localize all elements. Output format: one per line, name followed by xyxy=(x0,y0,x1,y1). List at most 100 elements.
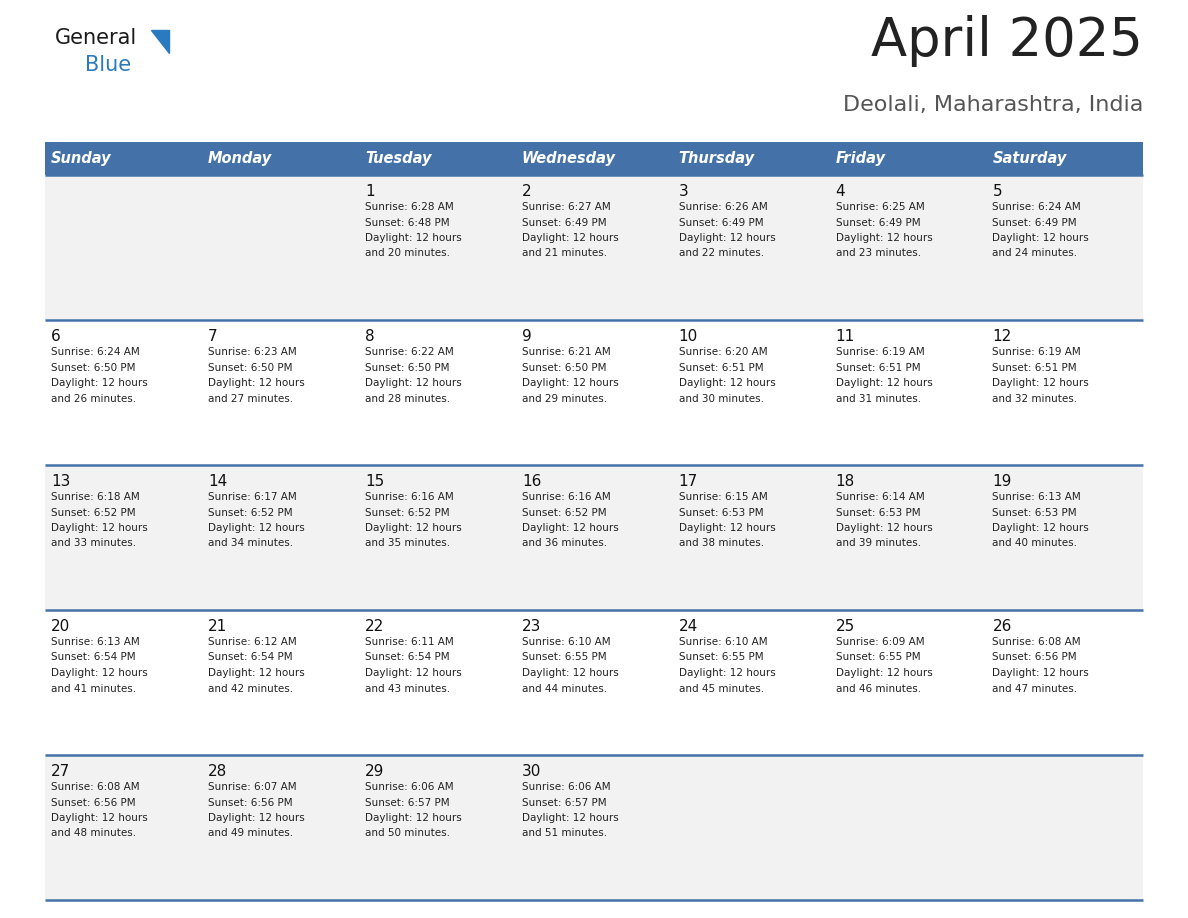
Text: and 35 minutes.: and 35 minutes. xyxy=(365,539,450,548)
Text: Sunset: 6:54 PM: Sunset: 6:54 PM xyxy=(208,653,292,663)
Text: Deolali, Maharashtra, India: Deolali, Maharashtra, India xyxy=(842,95,1143,115)
Text: Sunrise: 6:25 AM: Sunrise: 6:25 AM xyxy=(835,202,924,212)
Text: Sunrise: 6:08 AM: Sunrise: 6:08 AM xyxy=(992,637,1081,647)
Text: 9: 9 xyxy=(522,329,531,344)
Text: Daylight: 12 hours: Daylight: 12 hours xyxy=(208,378,305,388)
Text: 5: 5 xyxy=(992,184,1001,199)
Bar xyxy=(45,142,1143,175)
Text: 6: 6 xyxy=(51,329,61,344)
Bar xyxy=(45,175,1143,320)
Text: and 21 minutes.: and 21 minutes. xyxy=(522,249,607,259)
Text: Sunrise: 6:11 AM: Sunrise: 6:11 AM xyxy=(365,637,454,647)
Text: and 41 minutes.: and 41 minutes. xyxy=(51,684,137,693)
Text: Sunrise: 6:14 AM: Sunrise: 6:14 AM xyxy=(835,492,924,502)
Text: and 34 minutes.: and 34 minutes. xyxy=(208,539,293,548)
Text: Sunset: 6:50 PM: Sunset: 6:50 PM xyxy=(51,363,135,373)
Text: Daylight: 12 hours: Daylight: 12 hours xyxy=(835,233,933,243)
Text: Sunrise: 6:16 AM: Sunrise: 6:16 AM xyxy=(522,492,611,502)
Text: Sunrise: 6:07 AM: Sunrise: 6:07 AM xyxy=(208,782,297,792)
Text: Sunset: 6:49 PM: Sunset: 6:49 PM xyxy=(678,218,764,228)
Text: Sunset: 6:56 PM: Sunset: 6:56 PM xyxy=(208,798,292,808)
Text: and 50 minutes.: and 50 minutes. xyxy=(365,829,450,838)
Text: Sunday: Sunday xyxy=(51,151,112,166)
Text: 8: 8 xyxy=(365,329,374,344)
Text: Sunrise: 6:28 AM: Sunrise: 6:28 AM xyxy=(365,202,454,212)
Text: Sunrise: 6:09 AM: Sunrise: 6:09 AM xyxy=(835,637,924,647)
Text: Sunrise: 6:15 AM: Sunrise: 6:15 AM xyxy=(678,492,767,502)
Text: Daylight: 12 hours: Daylight: 12 hours xyxy=(678,523,776,533)
Text: Sunset: 6:57 PM: Sunset: 6:57 PM xyxy=(365,798,449,808)
Text: Sunset: 6:49 PM: Sunset: 6:49 PM xyxy=(522,218,606,228)
Text: Sunset: 6:50 PM: Sunset: 6:50 PM xyxy=(208,363,292,373)
Text: and 36 minutes.: and 36 minutes. xyxy=(522,539,607,548)
Text: Sunset: 6:55 PM: Sunset: 6:55 PM xyxy=(835,653,921,663)
Text: Daylight: 12 hours: Daylight: 12 hours xyxy=(678,668,776,678)
Text: Sunrise: 6:19 AM: Sunrise: 6:19 AM xyxy=(835,347,924,357)
Text: 16: 16 xyxy=(522,474,542,489)
Text: 1: 1 xyxy=(365,184,374,199)
Text: Sunrise: 6:24 AM: Sunrise: 6:24 AM xyxy=(51,347,140,357)
Text: Sunset: 6:52 PM: Sunset: 6:52 PM xyxy=(365,508,449,518)
Text: and 22 minutes.: and 22 minutes. xyxy=(678,249,764,259)
Text: Sunset: 6:51 PM: Sunset: 6:51 PM xyxy=(678,363,764,373)
Text: Sunrise: 6:08 AM: Sunrise: 6:08 AM xyxy=(51,782,140,792)
Text: 20: 20 xyxy=(51,619,70,634)
Text: Sunset: 6:48 PM: Sunset: 6:48 PM xyxy=(365,218,449,228)
Text: Daylight: 12 hours: Daylight: 12 hours xyxy=(835,668,933,678)
Text: 3: 3 xyxy=(678,184,689,199)
Text: and 31 minutes.: and 31 minutes. xyxy=(835,394,921,404)
Text: Sunset: 6:56 PM: Sunset: 6:56 PM xyxy=(992,653,1078,663)
Text: Sunrise: 6:18 AM: Sunrise: 6:18 AM xyxy=(51,492,140,502)
Text: and 20 minutes.: and 20 minutes. xyxy=(365,249,450,259)
Text: Monday: Monday xyxy=(208,151,272,166)
Text: Sunrise: 6:23 AM: Sunrise: 6:23 AM xyxy=(208,347,297,357)
Text: 23: 23 xyxy=(522,619,542,634)
Text: Sunrise: 6:12 AM: Sunrise: 6:12 AM xyxy=(208,637,297,647)
Text: Sunrise: 6:22 AM: Sunrise: 6:22 AM xyxy=(365,347,454,357)
Text: Daylight: 12 hours: Daylight: 12 hours xyxy=(51,378,148,388)
Text: 14: 14 xyxy=(208,474,227,489)
Text: Daylight: 12 hours: Daylight: 12 hours xyxy=(835,523,933,533)
Text: Daylight: 12 hours: Daylight: 12 hours xyxy=(522,233,619,243)
Text: and 42 minutes.: and 42 minutes. xyxy=(208,684,293,693)
Text: 27: 27 xyxy=(51,764,70,779)
Text: Daylight: 12 hours: Daylight: 12 hours xyxy=(992,378,1089,388)
Text: Tuesday: Tuesday xyxy=(365,151,431,166)
Text: April 2025: April 2025 xyxy=(871,15,1143,67)
Text: Daylight: 12 hours: Daylight: 12 hours xyxy=(522,523,619,533)
Text: Sunset: 6:57 PM: Sunset: 6:57 PM xyxy=(522,798,606,808)
Text: Sunset: 6:55 PM: Sunset: 6:55 PM xyxy=(522,653,606,663)
Text: Sunset: 6:50 PM: Sunset: 6:50 PM xyxy=(522,363,606,373)
Text: and 32 minutes.: and 32 minutes. xyxy=(992,394,1078,404)
Text: Sunset: 6:54 PM: Sunset: 6:54 PM xyxy=(51,653,135,663)
Text: 24: 24 xyxy=(678,619,699,634)
Text: Sunset: 6:52 PM: Sunset: 6:52 PM xyxy=(522,508,606,518)
Text: Wednesday: Wednesday xyxy=(522,151,615,166)
Text: Daylight: 12 hours: Daylight: 12 hours xyxy=(835,378,933,388)
Text: and 38 minutes.: and 38 minutes. xyxy=(678,539,764,548)
Text: and 33 minutes.: and 33 minutes. xyxy=(51,539,137,548)
Text: General: General xyxy=(55,28,138,48)
Text: Sunset: 6:49 PM: Sunset: 6:49 PM xyxy=(992,218,1078,228)
Text: 7: 7 xyxy=(208,329,217,344)
Text: Sunset: 6:53 PM: Sunset: 6:53 PM xyxy=(835,508,921,518)
Text: Sunrise: 6:26 AM: Sunrise: 6:26 AM xyxy=(678,202,767,212)
Text: and 47 minutes.: and 47 minutes. xyxy=(992,684,1078,693)
Text: Sunset: 6:52 PM: Sunset: 6:52 PM xyxy=(208,508,292,518)
Text: Sunrise: 6:10 AM: Sunrise: 6:10 AM xyxy=(522,637,611,647)
Bar xyxy=(45,320,1143,465)
Text: Sunrise: 6:17 AM: Sunrise: 6:17 AM xyxy=(208,492,297,502)
Text: Daylight: 12 hours: Daylight: 12 hours xyxy=(51,813,148,823)
Text: and 43 minutes.: and 43 minutes. xyxy=(365,684,450,693)
Text: 21: 21 xyxy=(208,619,227,634)
Bar xyxy=(45,610,1143,755)
Text: Sunset: 6:49 PM: Sunset: 6:49 PM xyxy=(835,218,921,228)
Text: and 44 minutes.: and 44 minutes. xyxy=(522,684,607,693)
Text: Daylight: 12 hours: Daylight: 12 hours xyxy=(365,233,462,243)
Text: and 51 minutes.: and 51 minutes. xyxy=(522,829,607,838)
Text: 18: 18 xyxy=(835,474,855,489)
Text: Sunrise: 6:24 AM: Sunrise: 6:24 AM xyxy=(992,202,1081,212)
Text: and 26 minutes.: and 26 minutes. xyxy=(51,394,137,404)
Text: 29: 29 xyxy=(365,764,385,779)
Text: 2: 2 xyxy=(522,184,531,199)
